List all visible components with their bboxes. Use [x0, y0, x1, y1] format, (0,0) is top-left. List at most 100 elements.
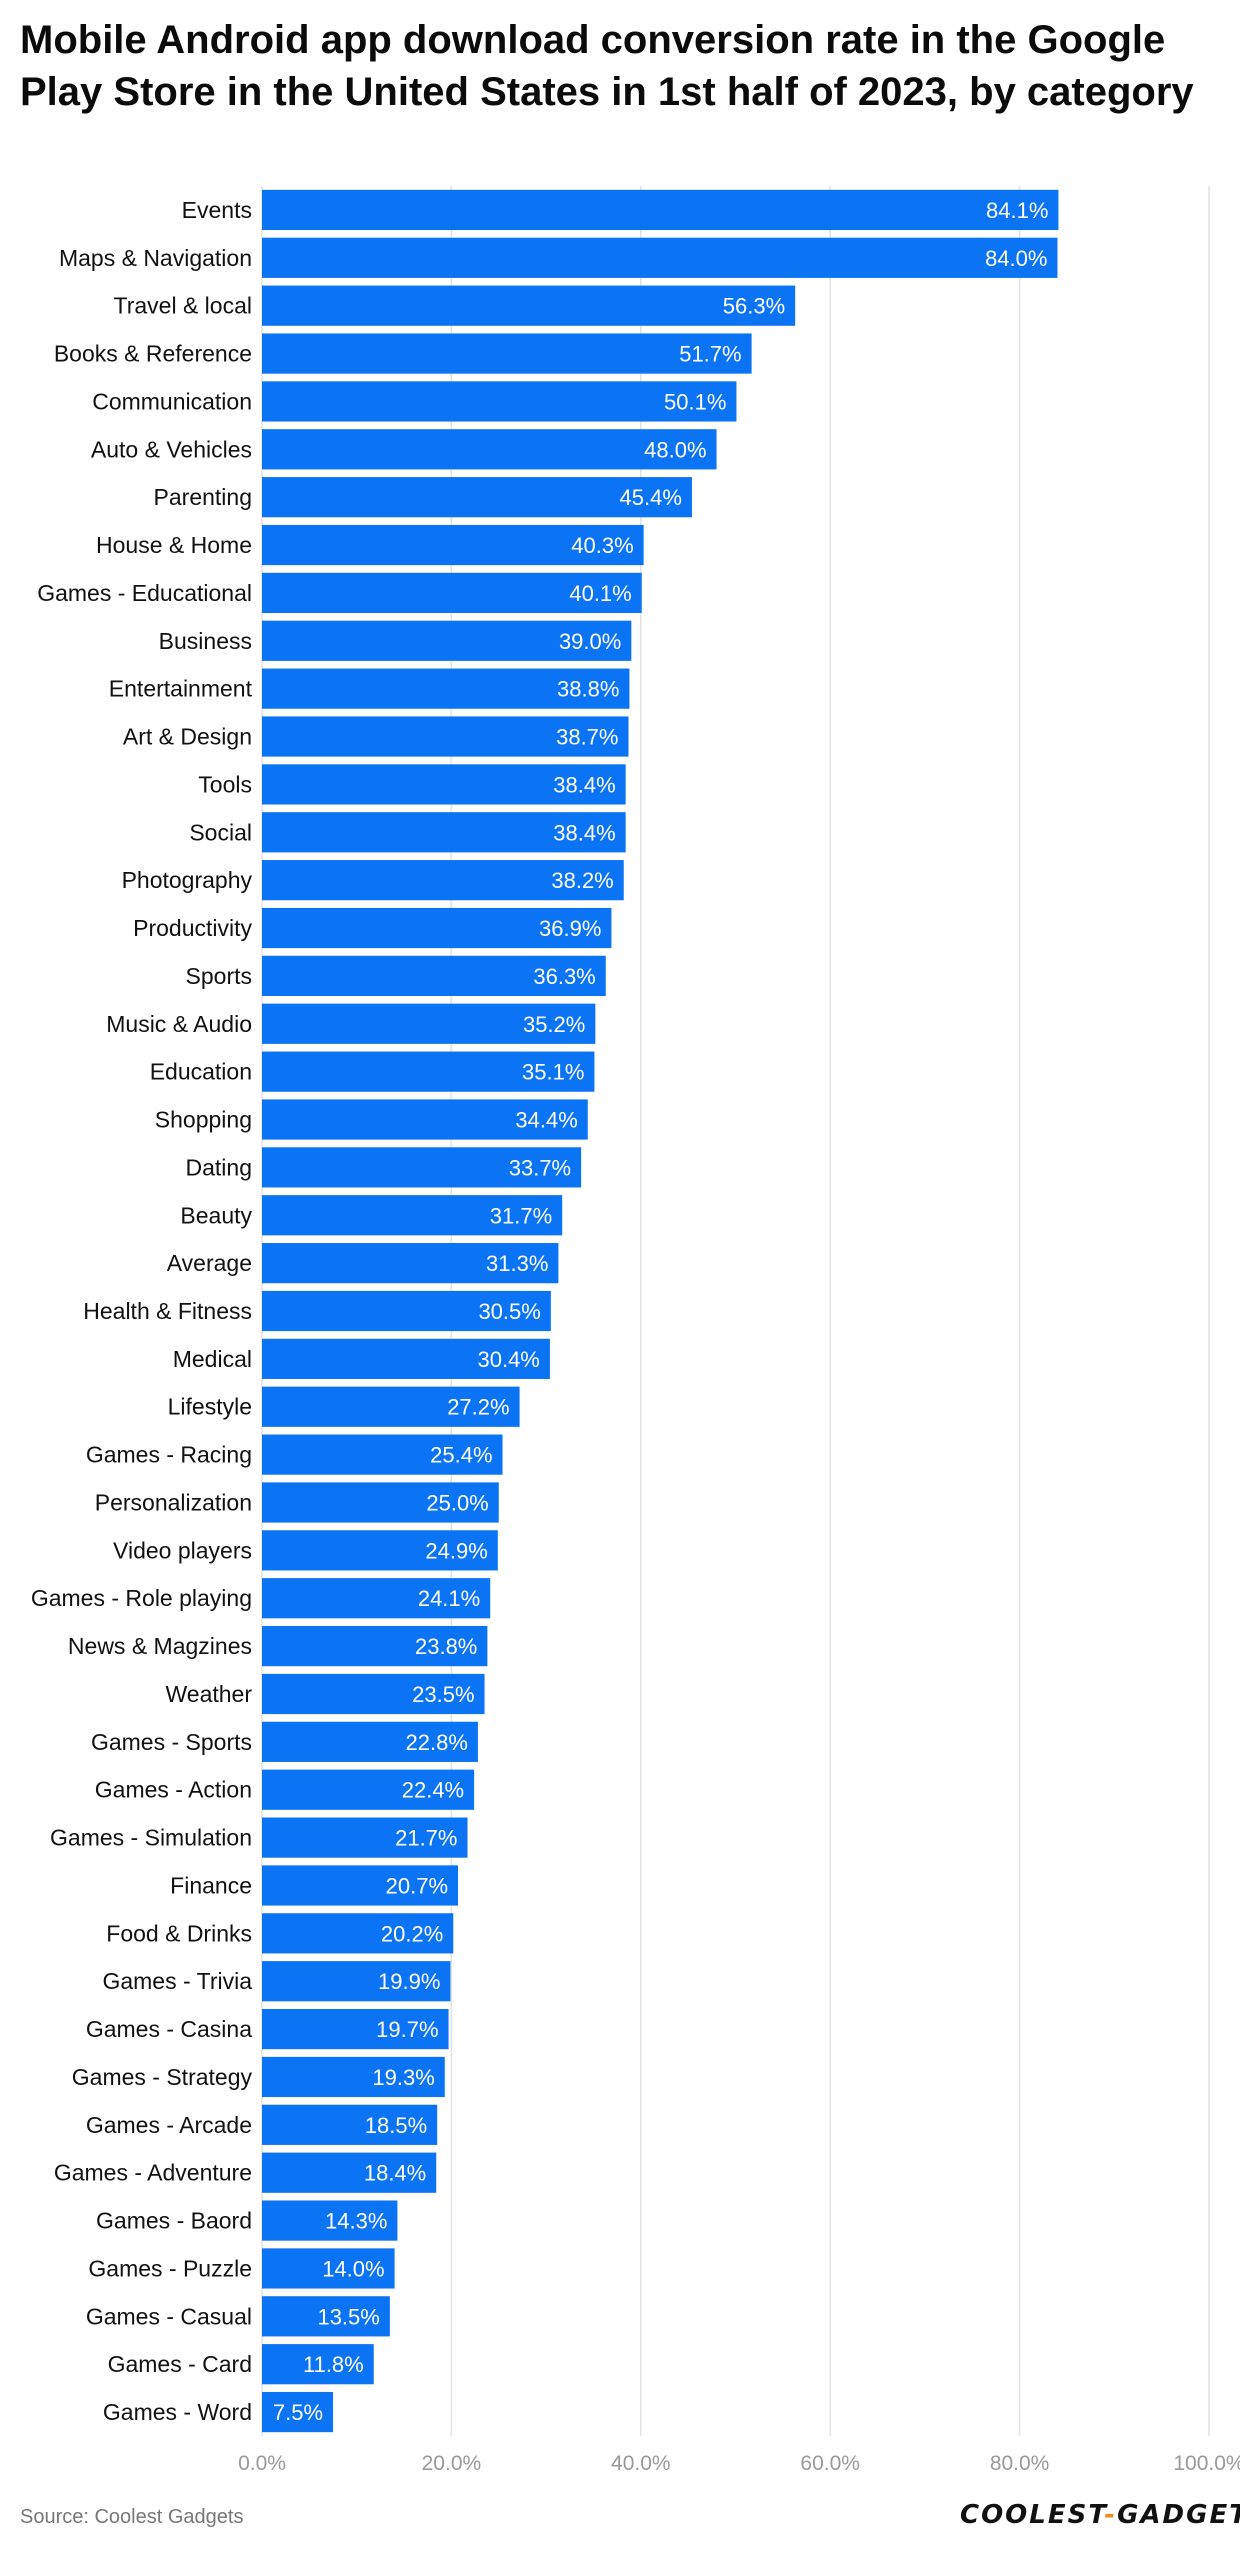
bar-value-label: 19.7% [376, 2017, 438, 2042]
category-label: Games - Sports [91, 1729, 252, 1755]
bar [262, 2391, 334, 2433]
bar [262, 716, 629, 757]
category-label: Average [167, 1250, 252, 1276]
bar [262, 1290, 551, 1332]
category-label: Social [189, 819, 252, 845]
bar-value-label: 18.4% [364, 2161, 426, 2186]
category-label: Games - Role playing [31, 1585, 252, 1611]
category-label: Games - Card [108, 2351, 252, 2377]
bar-value-label: 38.8% [557, 677, 619, 702]
bar-value-label: 20.2% [381, 1921, 443, 1946]
category-label: Business [159, 628, 252, 654]
bar-value-label: 20.7% [386, 1873, 448, 1898]
bar-value-label: 19.9% [378, 1969, 440, 1994]
bar-value-label: 13.5% [317, 2304, 379, 2329]
category-label: Games - Adventure [54, 2160, 252, 2186]
category-label: House & Home [96, 532, 252, 558]
category-label: Lifestyle [168, 1394, 252, 1420]
category-label: Music & Audio [106, 1011, 252, 1037]
bar-value-label: 31.3% [486, 1251, 548, 1276]
bar [262, 1482, 499, 1523]
bar-value-label: 38.4% [553, 820, 615, 845]
bar [262, 1817, 468, 1858]
bar-value-label: 14.3% [325, 2209, 387, 2234]
category-label: Entertainment [109, 676, 253, 702]
bars: 84.1% 84.0% 56.3% 51.7% 50.1% 48.0% 45.4% 40.3%… [262, 189, 1059, 2433]
bar [262, 524, 644, 566]
bar-value-label: 50.1% [664, 389, 726, 414]
bar-value-label: 7.5% [273, 2400, 323, 2425]
bar-value-label: 11.8% [303, 2352, 364, 2377]
bar [262, 429, 717, 470]
bar-value-label: 36.9% [539, 916, 601, 941]
bar [262, 1243, 559, 1284]
category-label: Games - Puzzle [88, 2255, 252, 2281]
bar [262, 1865, 459, 1906]
bar-value-label: 56.3% [723, 294, 785, 319]
category-label: Games - Arcade [86, 2112, 252, 2138]
category-label: Tools [198, 771, 252, 797]
category-label: Travel & local [114, 293, 252, 319]
bar-value-label: 18.5% [365, 2113, 427, 2138]
category-label: Beauty [180, 1202, 252, 1228]
bar-value-label: 21.7% [395, 1826, 457, 1851]
bar-value-label: 38.2% [551, 868, 613, 893]
bar [262, 1434, 503, 1475]
source-note: Source: Coolest Gadgets [20, 2506, 244, 2528]
bar [262, 1338, 550, 1379]
bar-value-label: 31.7% [490, 1203, 552, 1228]
bar [262, 2056, 445, 2098]
category-label: Games - Baord [96, 2208, 252, 2234]
category-label: Games - Racing [86, 1442, 252, 1468]
coolest-gadgets-logo: COOLEST-GADGETS [960, 2500, 1240, 2530]
bar [262, 189, 1059, 231]
category-label: Sports [186, 963, 252, 989]
category-label: Games - Educational [37, 580, 252, 606]
category-label: Books & Reference [54, 341, 252, 367]
bar-value-label: 51.7% [679, 342, 741, 367]
bar-value-label: 84.1% [986, 198, 1048, 223]
category-label: Shopping [155, 1107, 252, 1133]
category-label: Medical [173, 1346, 252, 1372]
bar [262, 1769, 475, 1810]
bar [262, 2296, 390, 2337]
bar [262, 1626, 488, 1667]
bar [262, 955, 606, 996]
bar [262, 1913, 454, 1954]
bar [262, 1961, 451, 2002]
bar-value-label: 33.7% [509, 1155, 571, 1180]
bar-value-label: 34.4% [515, 1108, 577, 1133]
bar [262, 1099, 588, 1140]
category-label: Productivity [133, 915, 252, 941]
category-label: Games - Simulation [50, 1825, 252, 1851]
bar-value-label: 25.4% [430, 1443, 492, 1468]
bar-value-label: 22.8% [406, 1730, 468, 1755]
x-tick-label: 60.0% [800, 2452, 860, 2475]
bar-chart: 84.1% 84.0% 56.3% 51.7% 50.1% 48.0% 45.4% 40.3%… [31, 186, 1240, 2475]
category-label: Games - Casual [86, 2303, 252, 2329]
category-label: Art & Design [123, 724, 252, 750]
x-tick-label: 20.0% [422, 2452, 482, 2475]
bar [262, 1051, 595, 1092]
bar-value-label: 30.5% [478, 1299, 540, 1324]
category-label: Events [182, 197, 252, 223]
bar [262, 285, 796, 326]
category-label: Games - Trivia [102, 1968, 252, 1994]
category-label: Food & Drinks [106, 1920, 252, 1946]
category-label: Games - Strategy [72, 2064, 253, 2090]
bar [262, 1195, 563, 1236]
logo-part-2: GADGETS [1117, 2500, 1240, 2530]
bar-value-label: 40.3% [571, 533, 633, 558]
x-tick-label: 80.0% [990, 2452, 1050, 2475]
bar [262, 1147, 582, 1188]
bar-value-label: 48.0% [644, 437, 706, 462]
category-label: Dating [186, 1154, 252, 1180]
bar [262, 2008, 449, 2050]
chart-title: Mobile Android app download conversion r… [20, 18, 1194, 114]
category-label: Auto & Vehicles [91, 436, 252, 462]
category-label: Personalization [95, 1489, 252, 1515]
logo-separator: - [1104, 2500, 1118, 2530]
category-label: Maps & Navigation [59, 245, 252, 271]
bar [262, 812, 626, 853]
bar [262, 860, 624, 901]
